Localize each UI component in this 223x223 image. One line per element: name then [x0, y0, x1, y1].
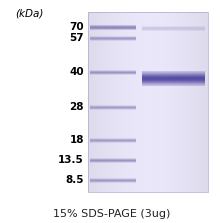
Text: 15% SDS-PAGE (3ug): 15% SDS-PAGE (3ug)	[53, 209, 170, 219]
Text: (kDa): (kDa)	[15, 8, 43, 18]
Text: 18: 18	[70, 135, 84, 145]
Bar	[88, 12, 208, 192]
Text: 8.5: 8.5	[66, 175, 84, 185]
Text: 70: 70	[69, 22, 84, 32]
Text: 28: 28	[70, 102, 84, 112]
Text: 40: 40	[69, 67, 84, 77]
Text: 13.5: 13.5	[58, 155, 84, 165]
Text: 57: 57	[69, 33, 84, 43]
